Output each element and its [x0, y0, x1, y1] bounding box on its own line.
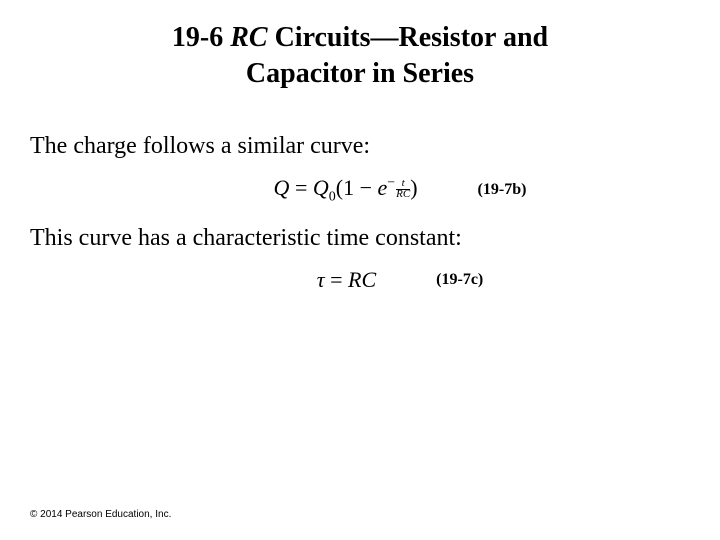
- eq1-rparen: ): [410, 175, 417, 200]
- equation-row-2: τ = RC (19-7c): [30, 267, 690, 293]
- section-number: 19-6: [172, 22, 223, 53]
- eq2-equals: =: [325, 267, 348, 292]
- eq1-exp-frac: tRC: [396, 179, 410, 200]
- equation-2: τ = RC: [317, 267, 376, 293]
- paragraph-1: The charge follows a similar curve:: [30, 133, 690, 160]
- slide-title: 19-6 RC Circuits—Resistor and Capacitor …: [30, 20, 690, 93]
- eq1-Q0: Q: [313, 175, 329, 200]
- eq2-tau: τ: [317, 267, 325, 292]
- equation-1-label: (19-7b): [478, 181, 527, 199]
- eq1-equals: =: [289, 175, 312, 200]
- eq1-e: e: [377, 175, 387, 200]
- title-rc: RC: [230, 22, 267, 53]
- eq1-Q: Q: [274, 175, 290, 200]
- eq1-sub0: 0: [329, 189, 336, 204]
- equation-1: Q = Q0(1 − e−tRC): [274, 175, 418, 205]
- copyright-text: © 2014 Pearson Education, Inc.: [30, 509, 171, 520]
- eq1-exp-minus: −: [387, 175, 395, 190]
- equation-row-1: Q = Q0(1 − e−tRC) (19-7b): [30, 175, 690, 205]
- paragraph-2: This curve has a characteristic time con…: [30, 225, 690, 252]
- eq1-lparen: (1 −: [336, 175, 378, 200]
- equation-2-label: (19-7c): [436, 271, 483, 289]
- eq1-exp-den: RC: [396, 190, 410, 200]
- title-part1: Circuits—Resistor and: [268, 22, 549, 53]
- eq2-rhs: RC: [348, 267, 376, 292]
- title-part2: Capacitor in Series: [246, 58, 474, 89]
